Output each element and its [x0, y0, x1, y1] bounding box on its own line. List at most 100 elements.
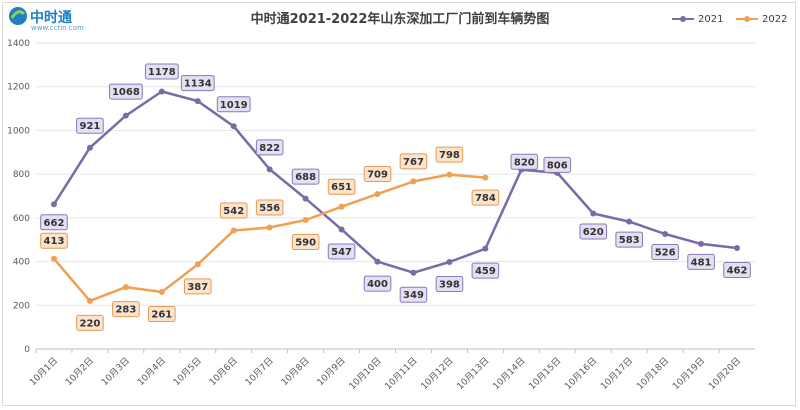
legend-swatch-2022	[736, 16, 758, 22]
series-point-2021	[590, 210, 597, 217]
data-label-box-2022	[327, 178, 356, 195]
data-label-2021: 806	[547, 160, 568, 171]
x-tick-label: 10月20日	[706, 355, 743, 392]
data-label-2021: 688	[295, 172, 316, 183]
data-label-2021: 349	[403, 290, 424, 301]
series-point-2021	[302, 195, 309, 202]
data-label-2022: 261	[151, 309, 172, 320]
legend-item-2021: 2021	[672, 14, 723, 25]
series-point-2022	[374, 191, 381, 198]
y-tick-label: 1200	[7, 83, 30, 93]
logo-url: www.cctin.com	[31, 24, 84, 32]
x-tick-label: 10月16日	[563, 355, 600, 392]
data-label-box-2021	[144, 63, 179, 80]
data-label-box-2021	[723, 262, 751, 279]
x-tick-label: 10月19日	[670, 355, 707, 392]
series-point-2022	[86, 297, 93, 304]
data-label-box-2022	[183, 278, 212, 295]
chart-frame	[2, 2, 796, 406]
series-point-2021	[482, 245, 489, 252]
data-label-box-2021	[471, 262, 500, 279]
series-point-2022	[194, 261, 201, 268]
series-point-2021	[410, 269, 417, 276]
series-point-2021	[338, 226, 345, 233]
data-label-2021: 481	[691, 257, 712, 268]
x-tick-label: 10月6日	[207, 355, 240, 388]
x-tick-label: 10月1日	[27, 355, 60, 388]
series-point-2022	[230, 227, 237, 234]
series-point-2021	[86, 144, 93, 151]
x-tick-label: 10月7日	[243, 355, 276, 388]
data-label-2021: 462	[727, 266, 748, 277]
data-label-box-2022	[219, 202, 248, 219]
data-label-2022: 651	[331, 182, 352, 193]
series-point-2021	[698, 240, 705, 247]
data-label-box-2022	[76, 314, 104, 331]
data-label-2022: 798	[439, 150, 460, 161]
x-tick-label: 10月4日	[135, 355, 168, 388]
y-tick-label: 0	[24, 345, 30, 355]
legend-label-2021: 2021	[698, 14, 724, 25]
data-label-box-2022	[471, 189, 500, 206]
legend-item-2022: 2022	[736, 14, 787, 25]
data-label-2022: 767	[403, 157, 424, 168]
data-label-2021: 1068	[112, 87, 140, 98]
data-label-2021: 459	[475, 266, 496, 277]
series-point-2022	[266, 224, 273, 231]
y-tick-label: 600	[13, 214, 30, 224]
y-tick-label: 800	[13, 170, 30, 180]
data-label-2022: 784	[475, 193, 496, 204]
chart-title: 中时通2021-2022年山东深加工厂门前到车辆势图	[250, 12, 550, 27]
data-label-box-2021	[216, 96, 251, 113]
series-point-2022	[446, 171, 453, 178]
data-label-2021: 526	[655, 248, 676, 259]
data-label-box-2022	[40, 232, 68, 249]
series-point-2021	[230, 123, 237, 130]
data-label-box-2021	[108, 83, 143, 100]
series-point-2022	[302, 217, 309, 224]
data-label-2022: 709	[367, 170, 388, 181]
logo-brand: 中时通	[30, 10, 72, 26]
data-label-box-2022	[148, 305, 176, 322]
x-tick-label: 10月9日	[315, 355, 348, 388]
series-point-2022	[410, 178, 417, 185]
series-point-2021	[662, 231, 669, 238]
data-label-box-2022	[112, 301, 140, 318]
data-label-box-2021	[687, 253, 715, 270]
data-label-box-2021	[579, 223, 608, 240]
data-label-box-2022	[363, 166, 392, 183]
data-label-2021: 662	[44, 218, 65, 229]
series-point-2021	[446, 259, 453, 266]
y-tick-label: 1400	[7, 39, 30, 49]
series-line-2022	[53, 173, 486, 303]
data-label-box-2021	[291, 168, 320, 185]
x-tick-label: 10月12日	[419, 355, 456, 392]
series-point-2021	[122, 112, 129, 119]
data-label-2021: 1019	[220, 100, 248, 111]
data-label-box-2021	[615, 231, 643, 248]
series-point-2022	[482, 174, 489, 181]
x-tick-label: 10月15日	[527, 355, 564, 392]
logo-icon	[9, 7, 27, 25]
series-point-2022	[158, 288, 165, 295]
series-point-2021	[266, 166, 273, 173]
y-tick-label: 1000	[7, 126, 30, 136]
series-point-2021	[50, 201, 57, 208]
series-line-2021	[52, 90, 738, 274]
x-tick-label: 10月8日	[279, 355, 312, 388]
data-label-2022: 220	[79, 318, 100, 329]
data-label-2022: 590	[295, 238, 316, 249]
data-label-box-2021	[327, 243, 356, 260]
x-tick-label: 10月14日	[491, 355, 528, 392]
data-label-2021: 620	[583, 227, 604, 238]
x-tick-label: 10月10日	[347, 355, 384, 392]
data-label-2021: 400	[367, 279, 388, 290]
data-label-box-2022	[255, 199, 284, 216]
series-point-2021	[626, 218, 633, 225]
x-tick-label: 10月11日	[383, 355, 420, 392]
series-point-2022	[50, 255, 57, 262]
data-label-box-2021	[76, 117, 104, 134]
data-label-2021: 1178	[148, 67, 176, 78]
data-label-box-2021	[180, 75, 215, 92]
